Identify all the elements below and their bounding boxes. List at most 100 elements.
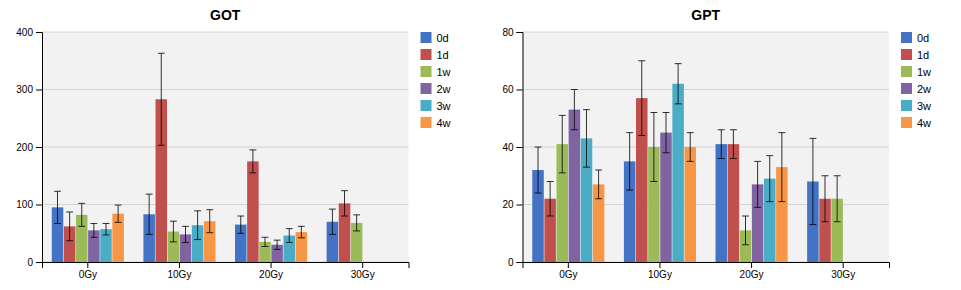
- error-cap: [78, 226, 85, 227]
- error-line: [344, 191, 345, 216]
- error-cap: [571, 89, 578, 90]
- error-cap: [341, 190, 348, 191]
- error-cap: [718, 158, 725, 159]
- error-line: [118, 205, 119, 222]
- legend-swatch: [901, 117, 912, 128]
- error-cap: [583, 167, 590, 168]
- legend-label: 2w: [437, 83, 451, 95]
- tick-label: 400: [16, 27, 33, 38]
- title: GPT: [691, 7, 720, 23]
- axis-line: [43, 263, 410, 269]
- error-cap: [194, 210, 201, 211]
- error-cap: [66, 211, 73, 212]
- error-line: [265, 237, 266, 246]
- error-cap: [262, 237, 269, 238]
- x-tick: 30Gy: [351, 262, 375, 280]
- error-cap: [809, 138, 816, 139]
- error-bar: [341, 191, 348, 216]
- x-tick: 0Gy: [79, 262, 97, 280]
- error-cap: [547, 181, 554, 182]
- error-cap: [249, 149, 256, 150]
- tick-mark: [36, 147, 42, 148]
- tick-mark: [517, 32, 523, 33]
- error-bar: [66, 212, 73, 241]
- error-cap: [103, 223, 110, 224]
- legend-item: 2w: [901, 83, 931, 95]
- error-cap: [766, 155, 773, 156]
- error-bar: [663, 113, 670, 153]
- legend-item: 3w: [901, 100, 931, 112]
- error-line: [598, 170, 599, 199]
- error-cap: [237, 233, 244, 234]
- legend-item: 1d: [421, 49, 449, 61]
- legend-item: 1d: [901, 49, 929, 61]
- error-cap: [687, 132, 694, 133]
- tick-mark: [843, 262, 844, 268]
- error-bar: [571, 90, 578, 130]
- grid: [42, 32, 409, 262]
- error-bar: [103, 223, 110, 235]
- x-axis: 0Gy10Gy20Gy30Gy: [523, 262, 890, 280]
- error-cap: [286, 242, 293, 243]
- error-cap: [535, 193, 542, 194]
- error-cap: [822, 175, 829, 176]
- bar: [684, 147, 696, 262]
- bars: [52, 53, 363, 262]
- legend: 0d1d1w2w3w4w: [421, 32, 451, 129]
- error-bar: [182, 226, 189, 242]
- error-cap: [675, 103, 682, 104]
- error-bar: [194, 211, 201, 240]
- error-bar: [834, 176, 841, 222]
- axis-line: [36, 33, 43, 263]
- grid: [523, 32, 890, 262]
- bar: [672, 84, 684, 262]
- error-cap: [663, 152, 670, 153]
- error-bar: [298, 226, 305, 238]
- error-line: [240, 216, 241, 233]
- tick-mark: [362, 262, 363, 268]
- error-line: [586, 110, 587, 168]
- error-line: [812, 138, 813, 224]
- error-cap: [742, 244, 749, 245]
- tick-label: 40: [502, 142, 514, 153]
- tick-mark: [179, 262, 180, 268]
- error-line: [721, 130, 722, 159]
- legend-swatch: [421, 49, 432, 60]
- error-cap: [146, 234, 153, 235]
- error-line: [105, 223, 106, 235]
- error-bar: [115, 205, 122, 222]
- legend-swatch: [421, 66, 432, 77]
- tick-label: 300: [16, 84, 33, 95]
- tick-mark: [36, 90, 42, 91]
- error-cap: [754, 161, 761, 162]
- y-tick: 0: [27, 257, 42, 268]
- tick-mark: [751, 262, 752, 268]
- error-cap: [742, 216, 749, 217]
- error-cap: [583, 109, 590, 110]
- error-cap: [90, 237, 97, 238]
- error-bar: [237, 216, 244, 233]
- error-bar: [718, 130, 725, 159]
- legend-swatch: [901, 66, 912, 77]
- error-cap: [274, 249, 281, 250]
- error-cap: [274, 240, 281, 241]
- legend: 0d1d1w2w3w4w: [901, 32, 931, 129]
- error-cap: [353, 230, 360, 231]
- grid-line: [523, 89, 890, 90]
- legend-label: 1d: [917, 49, 929, 61]
- tick-label: 20Gy: [740, 269, 764, 280]
- legend-label: 0d: [437, 32, 449, 44]
- tick-mark: [517, 147, 523, 148]
- error-bar: [742, 216, 749, 245]
- error-bar: [687, 133, 694, 162]
- legend-swatch: [901, 49, 912, 60]
- error-cap: [206, 232, 213, 233]
- error-bar: [274, 240, 281, 249]
- error-cap: [650, 112, 657, 113]
- tick-mark: [36, 262, 42, 263]
- error-cap: [182, 226, 189, 227]
- error-cap: [626, 190, 633, 191]
- tick-mark: [659, 262, 660, 268]
- axis-line: [523, 263, 890, 269]
- series: [593, 133, 788, 262]
